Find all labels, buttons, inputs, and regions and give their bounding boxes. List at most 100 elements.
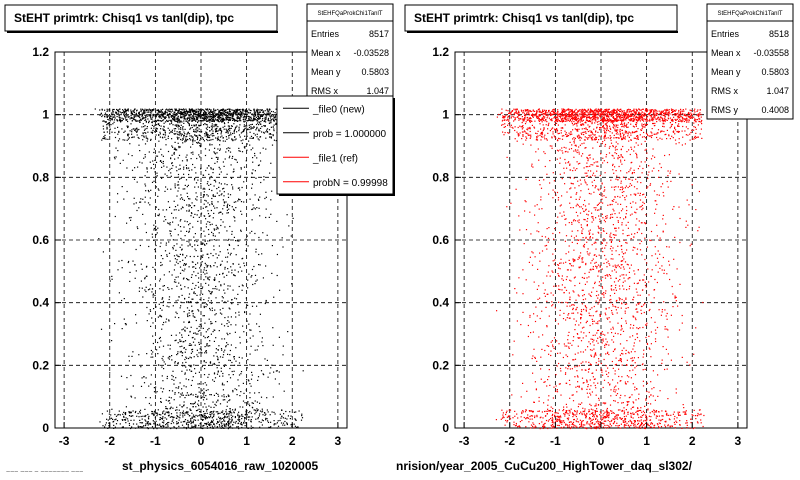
data-point: [159, 136, 161, 138]
data-point: [105, 138, 107, 140]
data-point: [198, 114, 200, 116]
data-point: [578, 109, 580, 111]
data-point: [169, 224, 171, 226]
data-point: [626, 364, 628, 366]
data-point: [125, 111, 127, 113]
data-point: [189, 109, 191, 111]
data-point: [239, 406, 241, 408]
data-point: [258, 112, 260, 114]
data-point: [157, 364, 160, 366]
data-point: [143, 112, 146, 114]
data-point: [631, 213, 633, 215]
data-point: [598, 424, 600, 426]
data-point: [256, 127, 258, 130]
data-point: [127, 135, 129, 137]
data-point: [152, 296, 154, 298]
data-point: [189, 301, 192, 303]
data-point: [234, 112, 236, 115]
data-point: [144, 278, 146, 280]
scatter-series: [495, 108, 708, 430]
data-point: [248, 108, 250, 110]
data-point: [164, 173, 166, 175]
data-point: [211, 420, 213, 422]
data-point: [149, 422, 151, 424]
data-point: [215, 128, 217, 130]
data-point: [172, 124, 174, 126]
data-point: [534, 115, 536, 117]
data-point: [156, 172, 158, 174]
data-point: [172, 419, 174, 421]
data-point: [223, 122, 225, 124]
data-point: [188, 296, 190, 298]
data-point: [233, 168, 235, 170]
data-point: [213, 414, 215, 416]
data-point: [146, 421, 148, 423]
data-point: [248, 116, 250, 118]
data-point: [141, 135, 143, 137]
data-point: [177, 363, 179, 365]
data-point: [647, 409, 649, 411]
data-point: [182, 126, 184, 128]
data-point: [639, 192, 641, 194]
data-point: [238, 314, 240, 316]
data-point: [183, 166, 185, 168]
data-point: [659, 137, 661, 139]
data-point: [140, 426, 142, 428]
data-point: [262, 277, 264, 279]
data-point: [144, 128, 146, 130]
data-point: [227, 320, 229, 322]
data-point: [181, 424, 184, 426]
data-point: [101, 139, 103, 141]
data-point: [186, 133, 188, 135]
data-point: [179, 131, 181, 133]
data-point: [195, 414, 197, 416]
data-point: [200, 212, 203, 214]
data-point: [186, 110, 188, 112]
data-point: [211, 203, 213, 205]
data-point: [203, 388, 205, 390]
data-point: [269, 136, 271, 138]
data-point: [189, 198, 191, 200]
data-point: [253, 109, 255, 111]
data-point: [192, 403, 194, 405]
data-point: [194, 338, 196, 340]
data-point: [181, 334, 183, 336]
data-point: [128, 411, 130, 413]
data-point: [119, 111, 121, 113]
data-point: [158, 124, 160, 127]
data-point: [610, 240, 613, 243]
data-point: [127, 420, 129, 422]
data-point: [202, 293, 204, 295]
data-point: [221, 135, 223, 137]
data-point: [534, 256, 536, 258]
data-point: [160, 387, 162, 389]
data-point: [597, 231, 599, 233]
data-point: [183, 168, 185, 170]
data-point: [183, 226, 185, 228]
data-point: [108, 108, 110, 111]
data-point: [244, 110, 246, 112]
data-point: [585, 127, 587, 129]
data-point: [551, 414, 553, 417]
data-point: [186, 230, 188, 232]
data-point: [209, 112, 211, 114]
data-point: [231, 139, 233, 141]
data-point: [585, 262, 587, 265]
data-point: [605, 215, 607, 218]
data-point: [641, 111, 643, 113]
data-point: [244, 135, 246, 137]
data-point: [275, 119, 277, 121]
data-point: [153, 168, 155, 170]
data-point: [259, 152, 261, 154]
data-point: [587, 124, 589, 126]
data-point: [213, 124, 215, 126]
data-point: [197, 126, 199, 129]
data-point: [182, 142, 184, 144]
data-point: [183, 270, 185, 272]
data-point: [265, 191, 267, 193]
data-point: [207, 202, 209, 204]
data-point: [237, 293, 239, 295]
data-point: [175, 113, 177, 115]
data-point: [269, 112, 271, 114]
data-point: [198, 415, 200, 417]
